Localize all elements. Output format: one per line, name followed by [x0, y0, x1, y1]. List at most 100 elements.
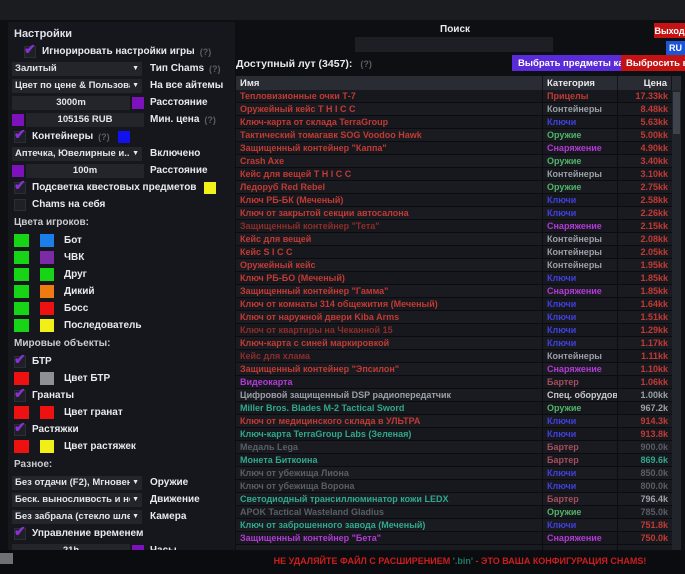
loot-row[interactable]: Кейс для вещей Контейнеры 2.08kk	[236, 233, 681, 246]
checkbox-label: БТР	[32, 356, 52, 367]
loot-row[interactable]: Ключ от заброшенного завода (Меченый) Клю…	[236, 519, 681, 532]
checkbox[interactable]: ✔	[14, 126, 26, 143]
loot-row[interactable]: APOK Tactical Wasteland Gladius Оружие 785…	[236, 506, 681, 519]
loot-row[interactable]: Ледоруб Red Rebel Оружие 2.75kk	[236, 181, 681, 194]
scrollbar-thumb[interactable]	[673, 92, 680, 134]
loot-row[interactable]: Ключ от закрытой секции автосалона Ключи 2…	[236, 207, 681, 220]
loot-item-price: 900.0k	[640, 442, 668, 452]
color-swatch[interactable]	[14, 268, 29, 281]
loot-row[interactable]: Оружейный кейс Т Н I С С Контейнеры 8.48kk	[236, 103, 681, 116]
loot-row[interactable]: Видеокарта Бартер 1.06kk	[236, 376, 681, 389]
checkbox[interactable]	[14, 198, 26, 211]
loot-row[interactable]: Защищенный контейнер "Тета" Снаряжение 2.1…	[236, 220, 681, 233]
loot-row[interactable]: Кейс для вещей Т Н I С С Контейнеры 3.10kk	[236, 168, 681, 181]
loot-row[interactable]: Ключ от квартиры на Чеканной 15 Ключи 1.29…	[236, 324, 681, 337]
loot-row[interactable]: Ключ-карта от склада TerraGroup Ключи 5.63…	[236, 116, 681, 129]
loot-item-category: Снаряжение	[543, 285, 618, 297]
color-swatch[interactable]	[40, 302, 54, 315]
exit-button[interactable]: Выход	[654, 23, 685, 38]
loot-row[interactable]: Ключ-карта с синей маркировкой Ключи 1.17k…	[236, 337, 681, 350]
color-swatch[interactable]	[40, 285, 54, 298]
loot-row[interactable]: Ключ от медицинского склада в УЛЬТРА Ключ…	[236, 415, 681, 428]
color-swatch[interactable]	[40, 372, 54, 385]
loot-item-price: 5.00kk	[640, 130, 668, 140]
color-swatch[interactable]	[40, 251, 54, 264]
checkbox[interactable]: ✔	[14, 523, 26, 540]
loot-row[interactable]: Ключ от наружной двери Kiba Arms Ключи 1.5…	[236, 311, 681, 324]
settings-dropdown[interactable]: Залитый ▼	[12, 61, 142, 76]
loot-row[interactable]: Ключ от убежища Ворона Ключи 800.0k	[236, 480, 681, 493]
loot-row[interactable]: Тепловизионные очки Т-7 Прицелы 17.33kk	[236, 90, 681, 103]
loot-item-price: 3.10kk	[640, 169, 668, 179]
loot-row[interactable]: Ключ-карта TerraGroup Labs (Зеленая) Ключ…	[236, 428, 681, 441]
loot-row[interactable]: Защищенный контейнер "Гамма" Снаряжение 1.…	[236, 285, 681, 298]
color-swatch[interactable]	[40, 406, 54, 419]
color-swatch[interactable]	[14, 372, 29, 385]
warning-text-2: - ЭТО ВАША КОНФИГУРАЦИЯ CHAMS!	[475, 556, 647, 566]
settings-dropdown[interactable]: Беск. выносливость и нет уста▼	[12, 492, 142, 507]
loot-item-category: Ключи	[543, 324, 618, 336]
value-input[interactable]: 21h	[12, 543, 130, 550]
color-swatch[interactable]	[12, 113, 24, 126]
loot-row[interactable]: Медаль Lega Бартер 900.0k	[236, 441, 681, 454]
loot-row[interactable]: Тактический томагавк SOG Voodoo Hawk Оруж…	[236, 129, 681, 142]
color-swatch[interactable]	[40, 440, 54, 453]
loot-row[interactable]: Защищенный контейнер "Бета" Снаряжение 750…	[236, 532, 681, 545]
value-input[interactable]: 105156 RUB	[26, 112, 144, 127]
loot-row[interactable]: Ключ от комнаты 314 общежития (Меченый) К…	[236, 298, 681, 311]
checkbox[interactable]: ✔	[14, 177, 26, 194]
color-swatch[interactable]	[12, 164, 24, 177]
settings-dropdown[interactable]: Аптечка, Ювелирные и... ▼	[12, 146, 142, 161]
color-swatch[interactable]	[117, 130, 130, 143]
loot-row[interactable]: Кейс для хлама Контейнеры 1.11kk	[236, 350, 681, 363]
loot-row[interactable]	[236, 545, 681, 550]
checkbox[interactable]: ✔	[14, 351, 26, 368]
color-swatch[interactable]	[14, 440, 29, 453]
loot-row[interactable]: Miller Bros. Blades M-2 Tactical Sword Ор…	[236, 402, 681, 415]
check-icon: ✔	[14, 384, 26, 401]
table-scrollbar[interactable]	[672, 90, 681, 550]
loot-row[interactable]: Защищенный контейнер "Каппа" Снаряжение 4.…	[236, 142, 681, 155]
color-swatch[interactable]	[40, 268, 54, 281]
color-swatch[interactable]	[14, 251, 29, 264]
checkbox[interactable]: ✔	[14, 419, 26, 436]
color-swatch[interactable]	[132, 544, 144, 550]
color-swatch[interactable]	[14, 285, 29, 298]
loot-row[interactable]: Ключ РБ-БК (Меченый) Ключи 2.58kk	[236, 194, 681, 207]
loot-row[interactable]: Кейс S I C C Контейнеры 2.05kk	[236, 246, 681, 259]
value-input[interactable]: 3000m	[12, 95, 130, 110]
loot-row[interactable]: Ключ от убежища Лиона Ключи 850.0k	[236, 467, 681, 480]
select-kappa-items-button[interactable]: Выбрать предметы каппа	[512, 55, 647, 71]
loot-item-name: Защищенный контейнер "Гамма"	[236, 285, 543, 297]
loot-row[interactable]: Оружейный кейс Контейнеры 1.95kk	[236, 259, 681, 272]
loot-row[interactable]: Светодиодный трансиллюминатор кожи LEDX Б…	[236, 493, 681, 506]
color-swatch[interactable]	[40, 234, 54, 247]
color-swatch[interactable]	[14, 319, 29, 332]
loot-row[interactable]: Crash Axe Оружие 3.40kk	[236, 155, 681, 168]
color-swatch[interactable]	[132, 96, 144, 109]
loot-item-category: Снаряжение	[543, 363, 618, 375]
color-swatch[interactable]	[14, 406, 29, 419]
settings-dropdown[interactable]: Без отдачи (F2), Мгновенное п▼	[12, 475, 142, 490]
value-input[interactable]: 100m	[26, 163, 144, 178]
settings-dropdown[interactable]: Без забрала (стекло шлема)▼	[12, 509, 142, 524]
search-label: Поиск	[440, 24, 471, 35]
color-swatch[interactable]	[40, 319, 54, 332]
settings-row: ✔ БТР	[12, 351, 235, 370]
color-swatch[interactable]	[14, 302, 29, 315]
loot-row[interactable]: Монета Биткоина Бартер 869.6k	[236, 454, 681, 467]
pair-label: Дикий	[64, 286, 95, 297]
checkbox[interactable]: ✔	[14, 385, 26, 402]
checkbox[interactable]: ✔	[24, 41, 36, 58]
drop-all-button[interactable]: Выбросить все	[621, 55, 685, 71]
color-swatch[interactable]	[204, 181, 217, 194]
search-input[interactable]	[355, 37, 553, 52]
loot-row[interactable]: Ключ РБ-БО (Меченый) Ключи 1.85kk	[236, 272, 681, 285]
loot-item-name: Защищенный контейнер "Бета"	[236, 532, 543, 544]
loot-item-category: Ключи	[543, 272, 618, 284]
loot-row[interactable]: Защищенный контейнер "Эпсилон" Снаряжение…	[236, 363, 681, 376]
settings-dropdown[interactable]: Цвет по цене & Пользователь▼	[12, 78, 142, 93]
color-swatch[interactable]	[14, 234, 29, 247]
language-button[interactable]: RU	[666, 41, 685, 55]
loot-row[interactable]: Цифровой защищенный DSP радиопередатчик С…	[236, 389, 681, 402]
